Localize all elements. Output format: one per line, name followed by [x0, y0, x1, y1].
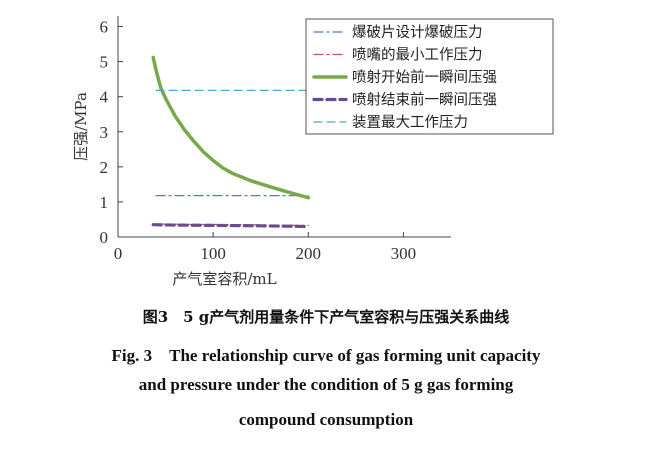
legend-label-3: 喷射开始前一瞬间压强 [352, 69, 497, 86]
legend: 爆破片设计爆破压力喷嘴的最小工作压力喷射开始前一瞬间压强喷射结束前一瞬间压强装置… [305, 18, 554, 135]
y-tick-label: 2 [100, 158, 109, 177]
legend-label-5: 装置最大工作压力 [352, 114, 468, 131]
series-layer [151, 55, 311, 229]
legend-label-4: 喷射结束前一瞬间压强 [352, 92, 497, 109]
caption-english-line-2: and pressure under the condition of 5 g … [138, 375, 514, 394]
y-tick-label: 4 [100, 88, 109, 107]
legend-label-2: 喷嘴的最小工作压力 [352, 47, 483, 64]
x-tick-label: 100 [200, 244, 226, 263]
y-axis-label: 压强/MPa [72, 92, 90, 161]
chart: 0 100 200 300 0 1 2 3 4 5 6 产气室容积/mL 压强/MPa 爆破片设计爆破压… [72, 16, 554, 288]
y-tick-label: 3 [100, 123, 109, 142]
x-tick-label: 300 [391, 244, 417, 263]
legend-label-1: 爆破片设计爆破压力 [352, 24, 483, 41]
axes: 0 100 200 300 0 1 2 3 4 5 6 产气室容积/mL 压强/MPa [72, 16, 451, 288]
caption-english-line-3: compound consumption [238, 410, 414, 429]
caption-chinese: 图3 5 g产气剂用量条件下产气室容积与压强关系曲线 [142, 308, 510, 326]
series-line-3 [151, 55, 311, 200]
x-tick-label: 0 [114, 244, 123, 263]
x-axis-label: 产气室容积/mL [172, 270, 276, 288]
y-tick-label: 0 [100, 228, 109, 247]
series-line-4 [151, 223, 310, 229]
caption-english-line-1: Fig. 3 The relationship curve of gas for… [111, 346, 541, 365]
x-tick-label: 200 [296, 244, 322, 263]
y-tick-label: 6 [100, 18, 109, 37]
y-tick-label: 5 [100, 53, 109, 72]
y-tick-label: 1 [100, 193, 109, 212]
